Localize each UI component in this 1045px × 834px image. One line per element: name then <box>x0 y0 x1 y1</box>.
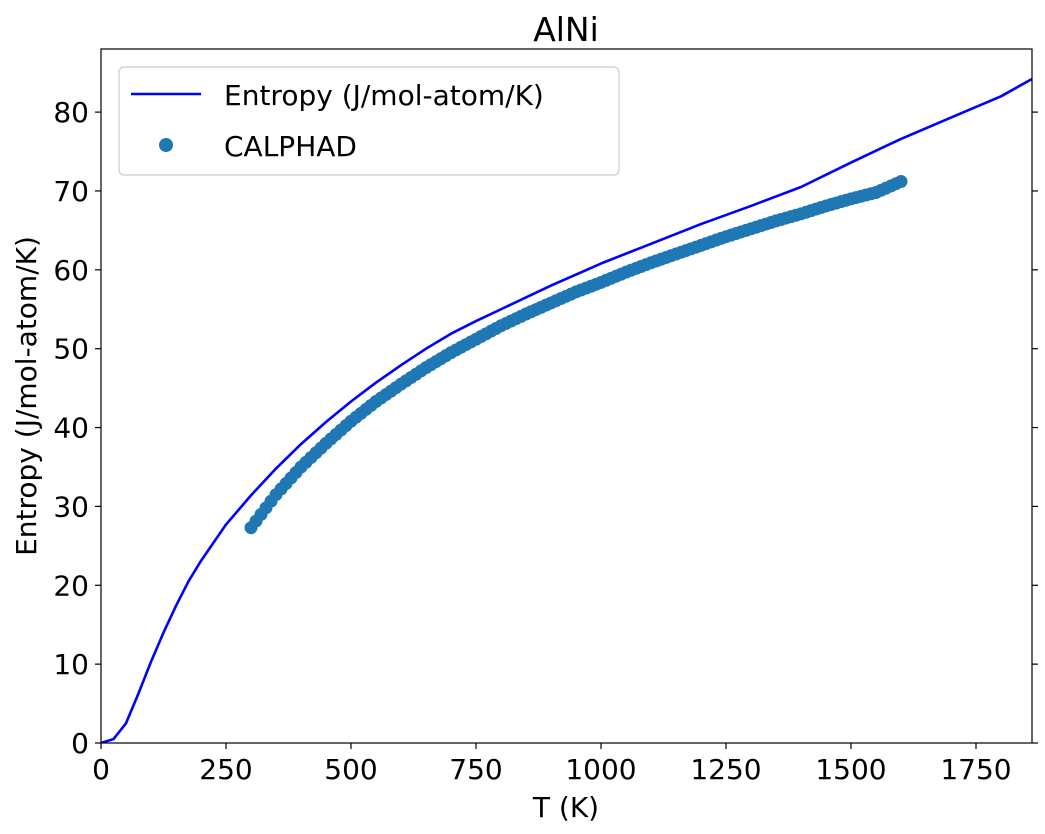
x-tick-label: 1000 <box>565 753 636 786</box>
legend-label-entropy: Entropy (J/mol-atom/K) <box>224 79 544 112</box>
plot-frame <box>100 48 1033 744</box>
y-tick-label: 70 <box>53 175 89 208</box>
y-tick-label: 80 <box>53 96 89 129</box>
chart-title: AlNi <box>533 10 599 49</box>
x-axis-title: T (K) <box>532 791 599 824</box>
y-tick-label: 20 <box>53 569 89 602</box>
x-tick-label: 0 <box>92 753 110 786</box>
y-tick-label: 0 <box>71 727 89 760</box>
y-tick-label: 50 <box>53 333 89 366</box>
x-tick-label: 1250 <box>690 753 761 786</box>
legend-marker-swatch <box>159 138 173 152</box>
y-tick-label: 10 <box>53 648 89 681</box>
x-tick-label: 500 <box>324 753 377 786</box>
x-tick-label: 1750 <box>940 753 1011 786</box>
series-line-entropy <box>101 77 1032 743</box>
ticks-layer: 0 250 500 750 1000 1250 1500 1750 0 10 20 30 40 50 60 7… <box>53 96 1038 786</box>
legend-label-calphad: CALPHAD <box>224 130 357 163</box>
series-layer <box>101 77 1032 743</box>
x-tick-label: 250 <box>199 753 252 786</box>
legend: Entropy (J/mol-atom/K) CALPHAD <box>118 66 620 176</box>
y-tick-label: 60 <box>53 254 89 287</box>
y-tick-label: 30 <box>53 490 89 523</box>
y-axis-title: Entropy (J/mol-atom/K) <box>10 236 43 556</box>
x-tick-label: 750 <box>449 753 502 786</box>
scatter-point-calphad <box>894 174 908 188</box>
legend-frame <box>118 66 620 176</box>
y-tick-label: 40 <box>53 412 89 445</box>
x-tick-label: 1500 <box>815 753 886 786</box>
